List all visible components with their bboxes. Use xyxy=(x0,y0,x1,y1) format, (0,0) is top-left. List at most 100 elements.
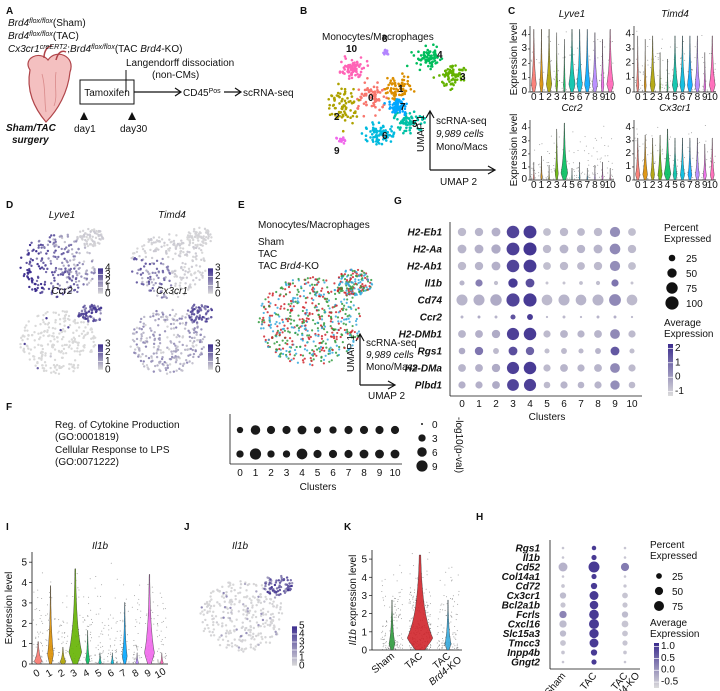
cell-point xyxy=(238,601,240,603)
text-run: -KO xyxy=(622,670,642,691)
cell-point xyxy=(405,130,408,133)
jitter-point xyxy=(152,592,153,593)
cell-point xyxy=(198,317,200,319)
jitter-point xyxy=(599,80,600,81)
cell-point xyxy=(364,277,366,279)
cell-point xyxy=(328,104,331,107)
y-tick-label: 0 xyxy=(361,646,367,657)
cell-point xyxy=(354,331,356,333)
cell-point xyxy=(61,248,63,250)
cell-point xyxy=(180,239,182,241)
cell-point xyxy=(343,68,346,71)
jitter-point xyxy=(159,663,160,664)
jitter-point xyxy=(381,591,382,592)
jitter-point xyxy=(136,645,137,646)
jitter-point xyxy=(101,631,102,632)
cell-point xyxy=(288,283,290,285)
cell-point xyxy=(193,337,195,339)
jitter-point xyxy=(382,597,383,598)
cell-point xyxy=(201,305,203,307)
jitter-point xyxy=(116,658,117,659)
cell-point xyxy=(147,277,149,279)
jitter-point xyxy=(707,151,708,152)
cell-point xyxy=(399,122,402,125)
cell-point xyxy=(320,294,322,296)
cell-point xyxy=(300,354,302,356)
cell-point xyxy=(297,334,299,336)
cell-point xyxy=(20,257,22,259)
jitter-point xyxy=(588,176,589,177)
cell-point xyxy=(408,129,411,132)
cell-point xyxy=(61,235,63,237)
cell-point xyxy=(83,321,85,323)
cell-point xyxy=(184,349,186,351)
jitter-point xyxy=(402,604,403,605)
cell-point xyxy=(253,583,255,585)
cell-point xyxy=(275,633,277,635)
cell-point xyxy=(142,283,144,285)
cell-point xyxy=(255,590,257,592)
cell-point xyxy=(383,102,386,105)
cell-point xyxy=(318,342,320,344)
dot xyxy=(558,294,569,305)
cell-point xyxy=(458,68,461,71)
surgery: surgery xyxy=(12,135,49,146)
cell-point xyxy=(60,273,62,275)
cell-point xyxy=(290,302,292,304)
dot xyxy=(544,382,551,389)
cell-point xyxy=(240,649,242,651)
jitter-point xyxy=(96,614,97,615)
jitter-point xyxy=(138,599,139,600)
cell-point xyxy=(143,360,145,362)
cell-point xyxy=(26,329,28,331)
cell-point xyxy=(283,303,285,305)
jitter-point xyxy=(569,163,570,164)
jitter-point xyxy=(41,615,42,616)
cell-point xyxy=(194,235,196,237)
cell-point xyxy=(37,367,39,369)
cell-point xyxy=(375,130,378,133)
jitter-point xyxy=(137,609,138,610)
dot xyxy=(510,314,515,319)
cell-point xyxy=(337,83,340,86)
jitter-point xyxy=(382,649,383,650)
jitter-point xyxy=(165,637,166,638)
jitter-point xyxy=(88,626,89,627)
cell-point xyxy=(315,305,317,307)
cell-point xyxy=(329,311,331,313)
cell-point xyxy=(371,105,374,108)
cell-point xyxy=(172,258,174,260)
cell-point xyxy=(99,319,101,321)
cell-point xyxy=(339,71,342,74)
jitter-point xyxy=(710,158,711,159)
jitter-point xyxy=(57,632,58,633)
cell-point xyxy=(244,583,246,585)
cell-point xyxy=(75,278,77,280)
dot xyxy=(624,556,627,559)
cell-point xyxy=(330,325,332,327)
jitter-point xyxy=(604,46,605,47)
cell-point xyxy=(54,372,56,374)
cell-point xyxy=(305,282,307,284)
cell-point xyxy=(337,316,339,318)
y-tick-label: 3 xyxy=(521,135,527,146)
x-tick-label: 10 xyxy=(605,92,617,103)
cell-point xyxy=(211,615,213,617)
jitter-point xyxy=(35,657,36,658)
cell-point xyxy=(91,331,93,333)
cell-point xyxy=(199,271,201,273)
jitter-point xyxy=(35,609,36,610)
dot xyxy=(561,348,567,354)
cell-point xyxy=(453,74,456,77)
cell-point xyxy=(210,634,212,636)
cell-point xyxy=(186,349,188,351)
cell-point xyxy=(169,314,171,316)
cell-point xyxy=(178,335,180,337)
cell-point xyxy=(183,266,185,268)
cell-point xyxy=(150,289,152,291)
legend-title: Percent xyxy=(650,540,685,551)
cell-point xyxy=(175,245,177,247)
cell-point xyxy=(92,236,94,238)
cell-point xyxy=(226,630,228,632)
cell-point xyxy=(182,344,184,346)
